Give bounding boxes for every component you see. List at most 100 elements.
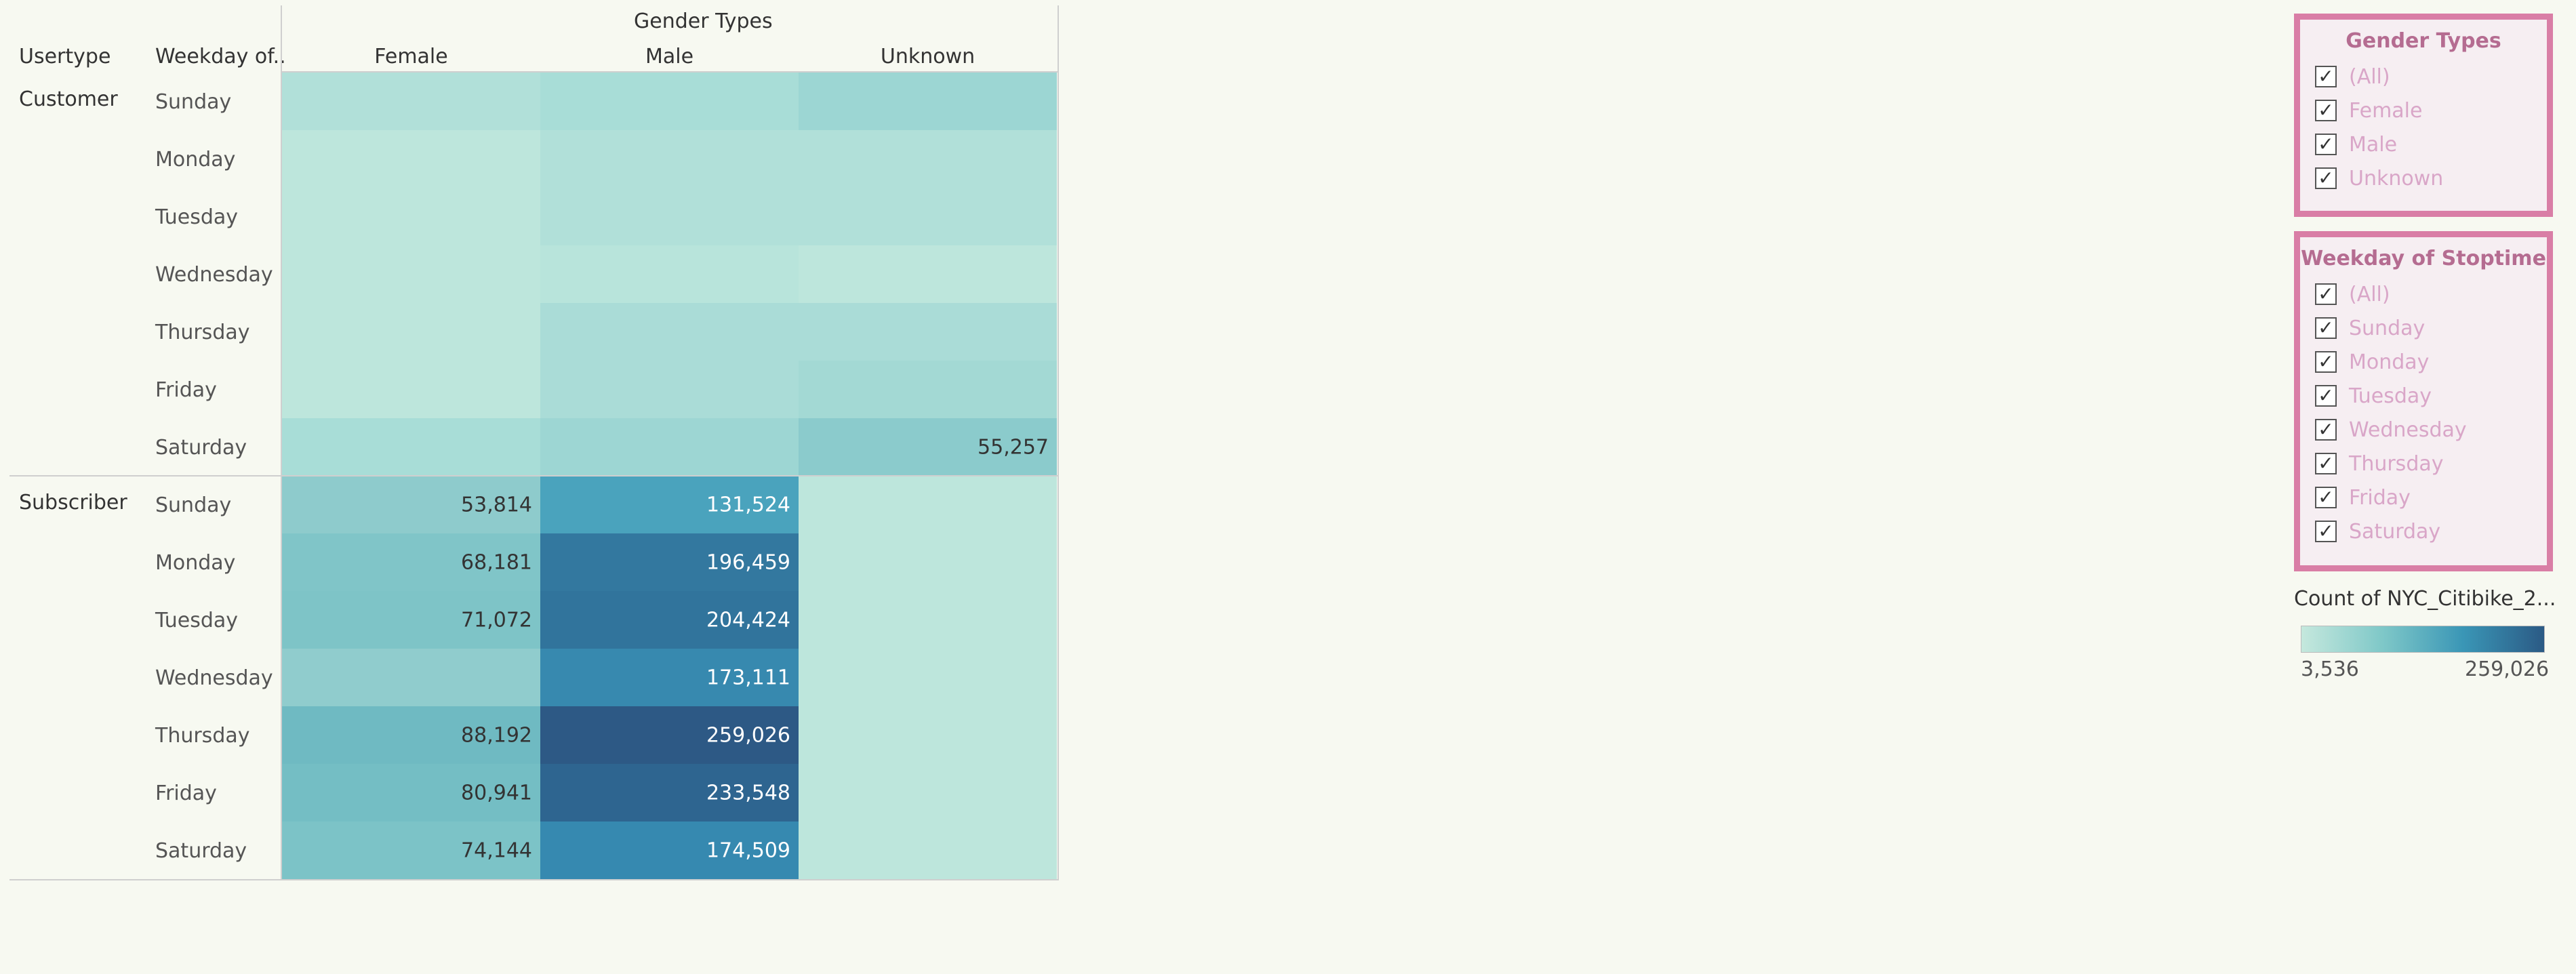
checkbox-checked-icon[interactable]: ✓ bbox=[2315, 453, 2337, 474]
weekday-filter-option[interactable]: ✓ Wednesday bbox=[2315, 416, 2467, 443]
weekday-filter-option-label: Wednesday bbox=[2349, 418, 2467, 442]
heatmap-cell[interactable] bbox=[540, 361, 799, 418]
heatmap-cell[interactable] bbox=[282, 245, 540, 303]
heatmap-cell[interactable] bbox=[799, 649, 1057, 706]
weekday-filter-option[interactable]: ✓ Sunday bbox=[2315, 314, 2425, 342]
heatmap-cell[interactable]: 71,072 bbox=[282, 591, 540, 649]
checkbox-checked-icon[interactable]: ✓ bbox=[2315, 351, 2337, 373]
column-header-male[interactable]: Male bbox=[645, 45, 694, 68]
weekday-label[interactable]: Wednesday bbox=[155, 263, 273, 287]
weekday-filter-option[interactable]: ✓ Tuesday bbox=[2315, 382, 2432, 409]
heatmap-cell[interactable]: 74,144 bbox=[282, 821, 540, 879]
checkbox-checked-icon[interactable]: ✓ bbox=[2315, 167, 2337, 189]
heatmap-cell[interactable] bbox=[540, 245, 799, 303]
heatmap-cell[interactable] bbox=[799, 533, 1057, 591]
heatmap-cell[interactable] bbox=[799, 361, 1057, 418]
weekday-label[interactable]: Tuesday bbox=[155, 205, 239, 229]
cell-value: 173,111 bbox=[706, 666, 790, 689]
heatmap-cell[interactable]: 259,026 bbox=[540, 706, 799, 764]
weekday-label[interactable]: Sunday bbox=[155, 90, 232, 114]
cell-value: 68,181 bbox=[461, 550, 532, 574]
heatmap-cell[interactable] bbox=[799, 764, 1057, 821]
heatmap-cell[interactable]: 80,941 bbox=[282, 764, 540, 821]
checkbox-checked-icon[interactable]: ✓ bbox=[2315, 521, 2337, 542]
heatmap-cell[interactable]: 204,424 bbox=[540, 591, 799, 649]
weekday-label[interactable]: Tuesday bbox=[155, 609, 239, 632]
cell-value: 71,072 bbox=[461, 608, 532, 632]
usertype-header[interactable]: Usertype bbox=[19, 45, 111, 68]
weekday-label[interactable]: Sunday bbox=[155, 493, 232, 517]
heatmap-cell[interactable] bbox=[799, 188, 1057, 245]
column-header-female[interactable]: Female bbox=[374, 45, 448, 68]
weekday-header[interactable]: Weekday of.. bbox=[155, 45, 286, 68]
heatmap-cell[interactable] bbox=[540, 303, 799, 361]
heatmap-cell[interactable]: 53,814 bbox=[282, 476, 540, 533]
weekday-label[interactable]: Friday bbox=[155, 378, 217, 402]
checkbox-checked-icon[interactable]: ✓ bbox=[2315, 66, 2337, 87]
heatmap-cell[interactable]: 173,111 bbox=[540, 649, 799, 706]
heatmap-cell[interactable] bbox=[799, 245, 1057, 303]
heatmap-cell[interactable] bbox=[282, 130, 540, 188]
column-header-unknown[interactable]: Unknown bbox=[880, 45, 975, 68]
gender-filter-option[interactable]: ✓ Unknown bbox=[2315, 165, 2443, 192]
cell-value: 53,814 bbox=[461, 493, 532, 516]
checkbox-checked-icon[interactable]: ✓ bbox=[2315, 487, 2337, 508]
weekday-filter-option[interactable]: ✓ Friday bbox=[2315, 484, 2411, 511]
weekday-label[interactable]: Thursday bbox=[155, 724, 250, 748]
heatmap-cell[interactable] bbox=[282, 361, 540, 418]
heatmap-cell[interactable] bbox=[799, 73, 1057, 130]
heatmap-cell[interactable] bbox=[282, 649, 540, 706]
heatmap-cell[interactable] bbox=[282, 73, 540, 130]
heatmap-cell[interactable] bbox=[540, 418, 799, 476]
weekday-label[interactable]: Saturday bbox=[155, 839, 247, 863]
gender-filter-option[interactable]: ✓ Female bbox=[2315, 97, 2422, 124]
weekday-label[interactable]: Monday bbox=[155, 148, 236, 171]
heatmap-cell[interactable] bbox=[540, 188, 799, 245]
heatmap-cell[interactable] bbox=[540, 73, 799, 130]
gender-filter-option[interactable]: ✓ Male bbox=[2315, 131, 2397, 158]
heatmap-cell[interactable] bbox=[282, 418, 540, 476]
color-legend-min: 3,536 bbox=[2301, 657, 2359, 681]
weekday-filter-option[interactable]: ✓ Monday bbox=[2315, 348, 2429, 376]
weekday-filter-option[interactable]: ✓ (All) bbox=[2315, 281, 2390, 308]
heatmap-cell[interactable] bbox=[799, 821, 1057, 879]
weekday-label[interactable]: Monday bbox=[155, 551, 236, 575]
weekday-label[interactable]: Wednesday bbox=[155, 666, 273, 690]
heatmap-cell[interactable] bbox=[282, 188, 540, 245]
cell-value: 74,144 bbox=[461, 838, 532, 862]
checkbox-checked-icon[interactable]: ✓ bbox=[2315, 134, 2337, 155]
heatmap-cell[interactable]: 174,509 bbox=[540, 821, 799, 879]
checkbox-checked-icon[interactable]: ✓ bbox=[2315, 419, 2337, 441]
heatmap-cell[interactable]: 68,181 bbox=[282, 533, 540, 591]
heatmap-cell[interactable]: 233,548 bbox=[540, 764, 799, 821]
gender-filter-option[interactable]: ✓ (All) bbox=[2315, 63, 2390, 90]
weekday-filter-option-label: Sunday bbox=[2349, 316, 2426, 340]
heatmap-cell[interactable] bbox=[799, 591, 1057, 649]
heatmap-cell[interactable] bbox=[799, 303, 1057, 361]
heatmap-cell[interactable]: 88,192 bbox=[282, 706, 540, 764]
usertype-label[interactable]: Customer bbox=[19, 87, 118, 111]
color-legend-bar bbox=[2301, 626, 2545, 653]
heatmap-cell[interactable]: 196,459 bbox=[540, 533, 799, 591]
usertype-label[interactable]: Subscriber bbox=[19, 491, 127, 514]
heatmap-cell[interactable] bbox=[799, 476, 1057, 533]
checkbox-checked-icon[interactable]: ✓ bbox=[2315, 385, 2337, 407]
heatmap-cell[interactable]: 55,257 bbox=[799, 418, 1057, 476]
checkbox-checked-icon[interactable]: ✓ bbox=[2315, 317, 2337, 339]
heatmap-cell[interactable] bbox=[282, 303, 540, 361]
checkbox-checked-icon[interactable]: ✓ bbox=[2315, 100, 2337, 121]
cell-value: 80,941 bbox=[461, 781, 532, 805]
grid-divider bbox=[281, 71, 1059, 73]
column-group-header: Gender Types bbox=[634, 9, 773, 33]
heatmap-cell[interactable] bbox=[799, 706, 1057, 764]
weekday-filter-option[interactable]: ✓ Thursday bbox=[2315, 450, 2444, 477]
weekday-label[interactable]: Friday bbox=[155, 782, 217, 805]
heatmap-cell[interactable] bbox=[799, 130, 1057, 188]
weekday-label[interactable]: Thursday bbox=[155, 321, 250, 344]
weekday-filter-option[interactable]: ✓ Saturday bbox=[2315, 518, 2440, 545]
heatmap-cell[interactable] bbox=[540, 130, 799, 188]
weekday-label[interactable]: Saturday bbox=[155, 436, 247, 460]
cell-value: 55,257 bbox=[978, 435, 1049, 459]
heatmap-cell[interactable]: 131,524 bbox=[540, 476, 799, 533]
checkbox-checked-icon[interactable]: ✓ bbox=[2315, 283, 2337, 305]
